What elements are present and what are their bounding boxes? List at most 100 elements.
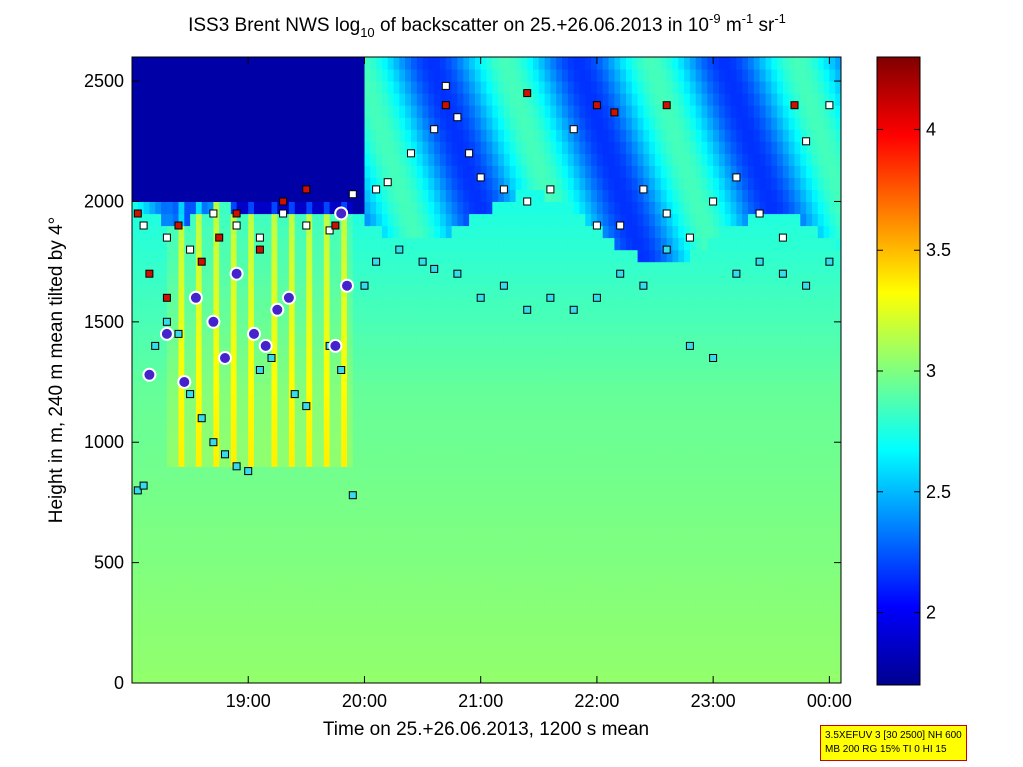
heatmap-cell <box>480 442 488 455</box>
heatmap-cell <box>300 526 307 540</box>
heatmap-cell <box>265 514 273 528</box>
heatmap-cell <box>236 285 243 299</box>
heatmap-cell <box>445 321 453 335</box>
heatmap-cell <box>666 273 674 287</box>
heatmap-cell <box>195 418 203 431</box>
heatmap-cell <box>161 358 168 371</box>
heatmap-cell <box>463 646 470 660</box>
heatmap-cell <box>416 165 424 178</box>
heatmap-cell <box>544 297 551 311</box>
heatmap-cell <box>445 454 453 467</box>
heatmap-cell <box>515 189 522 202</box>
heatmap-cell <box>666 105 674 118</box>
heatmap-cell <box>341 309 348 323</box>
heatmap-cell <box>509 153 517 166</box>
heatmap-cell <box>660 671 668 683</box>
heatmap-cell <box>393 93 400 106</box>
heatmap-cell <box>631 442 639 455</box>
heatmap-cell <box>195 225 203 239</box>
heatmap-cell <box>428 658 435 672</box>
heatmap-cell <box>544 141 551 154</box>
heatmap-cell <box>672 225 679 239</box>
heatmap-cell <box>318 406 325 419</box>
heatmap-cell <box>550 57 557 70</box>
heatmap-cell <box>573 129 581 142</box>
heatmap-cell <box>265 153 273 166</box>
heatmap-cell <box>515 105 522 118</box>
heatmap-cell <box>550 538 557 552</box>
heatmap-cell <box>422 333 429 347</box>
heatmap-cell <box>434 538 441 552</box>
heatmap-cell <box>271 177 278 190</box>
heatmap-cell <box>440 370 447 383</box>
heatmap-cell <box>440 69 447 82</box>
heatmap-cell <box>184 225 191 239</box>
heatmap-cell <box>440 490 447 503</box>
heatmap-cell <box>521 69 528 82</box>
heatmap-cell <box>184 117 191 130</box>
heatmap-cell <box>591 57 598 70</box>
heatmap-cell <box>678 273 685 287</box>
heatmap-cell <box>213 237 220 251</box>
heatmap-cell <box>457 382 464 395</box>
heatmap-cell <box>225 189 232 202</box>
heatmap-cell <box>149 406 156 419</box>
heatmap-cell <box>451 141 458 154</box>
heatmap-cell <box>358 514 365 528</box>
heatmap-cell <box>283 69 290 82</box>
heatmap-cell <box>608 93 615 106</box>
heatmap-cell <box>457 454 464 467</box>
heatmap-cell <box>434 237 441 251</box>
heatmap-cell <box>178 478 185 491</box>
heatmap-cell <box>288 418 296 431</box>
heatmap-cell <box>370 418 377 431</box>
heatmap-cell <box>219 586 226 600</box>
heatmap-cell <box>434 382 441 395</box>
heatmap-cell <box>195 333 203 347</box>
heatmap-cell <box>672 514 679 528</box>
heatmap-cell <box>132 394 139 407</box>
heatmap-cell <box>498 454 505 467</box>
heatmap-cell <box>306 610 313 624</box>
heatmap-cell <box>655 57 662 70</box>
heatmap-cell <box>347 514 354 528</box>
heatmap-cell <box>503 478 511 491</box>
heatmap-cell <box>585 333 592 347</box>
heatmap-cell <box>184 394 191 407</box>
heatmap-cell <box>288 297 296 311</box>
heatmap-cell <box>666 478 674 491</box>
heatmap-cell <box>149 333 156 347</box>
heatmap-cell <box>655 478 662 491</box>
heatmap-cell <box>684 394 691 407</box>
heatmap-cell <box>288 454 296 467</box>
heatmap-cell <box>294 610 302 624</box>
heatmap-cell <box>631 514 639 528</box>
heatmap-cell <box>364 273 371 287</box>
heatmap-cell <box>161 117 168 130</box>
heatmap-cell <box>614 622 621 636</box>
heatmap-cell <box>416 273 424 287</box>
heatmap-cell <box>474 57 482 70</box>
heatmap-cell <box>503 358 511 371</box>
heatmap-cell <box>567 562 575 576</box>
heatmap-cell <box>312 358 319 371</box>
heatmap-cell <box>596 141 604 154</box>
heatmap-cell <box>620 658 627 672</box>
heatmap-cell <box>381 502 389 515</box>
heatmap-cell <box>579 526 586 540</box>
heatmap-cell <box>149 141 156 154</box>
heatmap-cell <box>277 285 284 299</box>
heatmap-cell <box>335 249 342 263</box>
heatmap-cell <box>474 129 482 142</box>
heatmap-cell <box>428 478 435 491</box>
heatmap-cell <box>364 69 371 82</box>
heatmap-cell <box>149 297 156 311</box>
heatmap-cell <box>434 646 441 660</box>
heatmap-cell <box>376 538 383 552</box>
heatmap-cell <box>288 165 296 178</box>
heatmap-cell <box>428 358 435 371</box>
heatmap-cell <box>503 261 511 275</box>
heatmap-cell <box>474 213 482 227</box>
heatmap-cell <box>312 382 319 395</box>
heatmap-cell <box>166 418 174 431</box>
